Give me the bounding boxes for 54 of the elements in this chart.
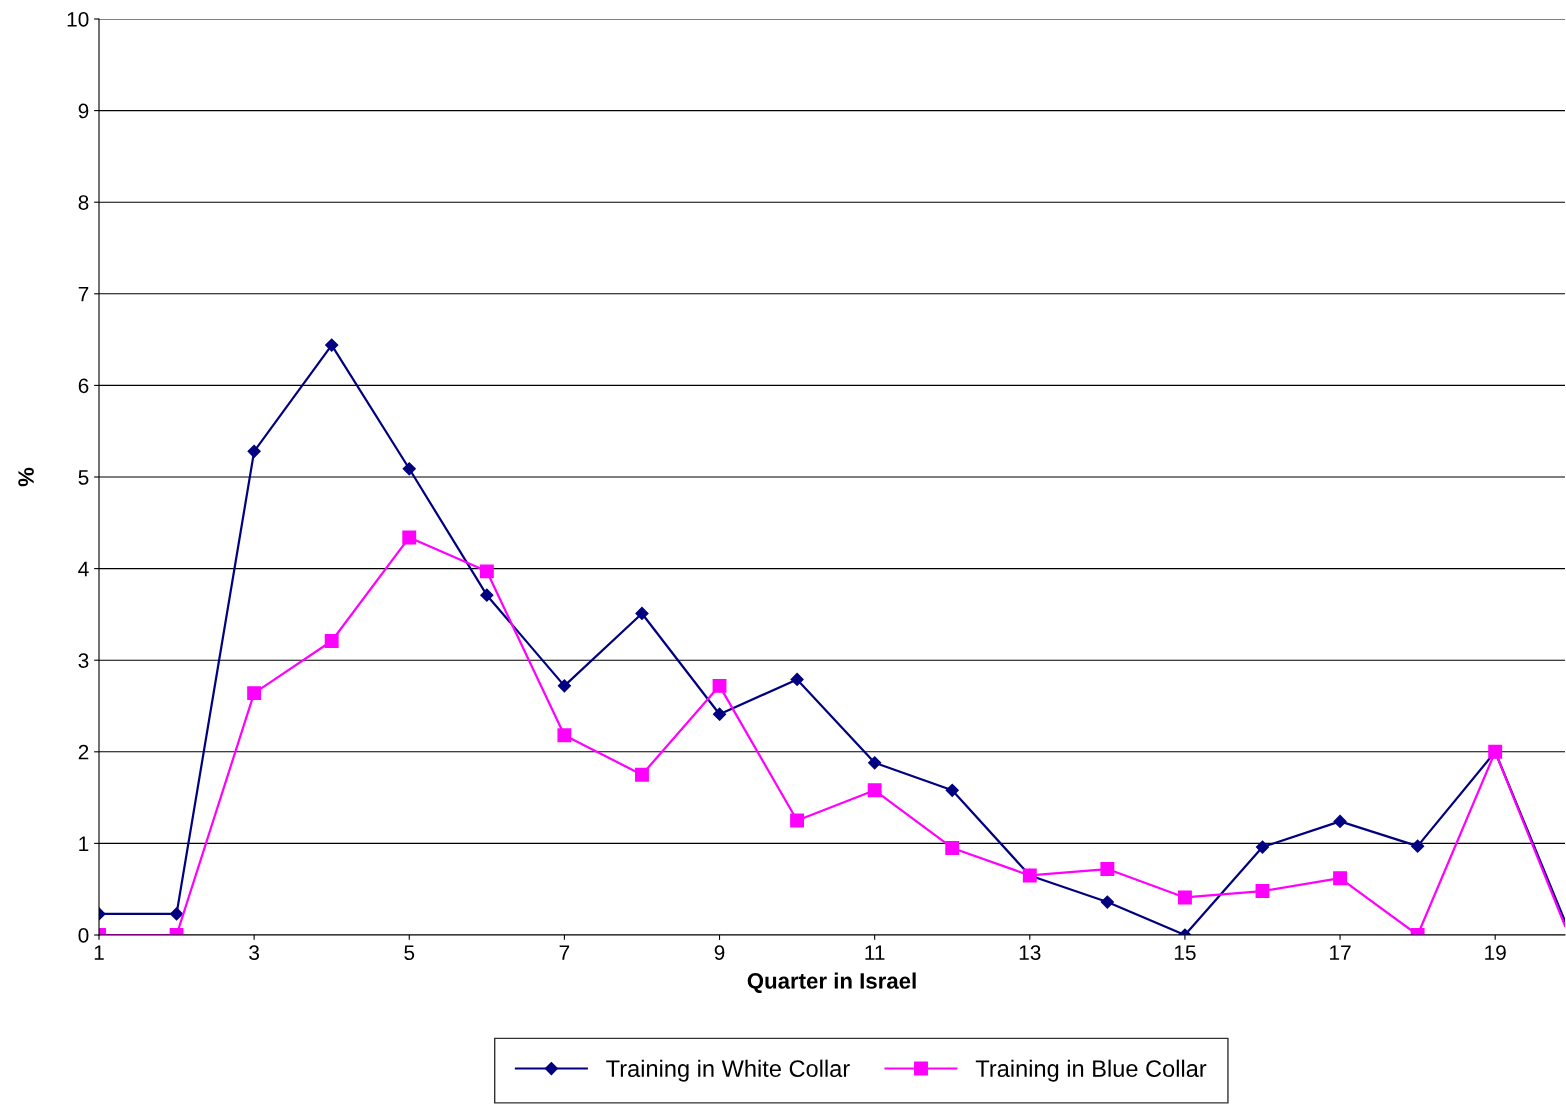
x-tick-label: 11 xyxy=(865,945,885,960)
point xyxy=(1255,884,1270,898)
point xyxy=(635,606,649,621)
point xyxy=(169,907,184,921)
point xyxy=(790,672,804,687)
legend-label: Training in White Collar xyxy=(606,1059,850,1082)
y-tick-label: 0 xyxy=(78,928,89,943)
x-tick-label: 13 xyxy=(1019,945,1041,961)
point xyxy=(324,634,339,648)
y-tick-label: 7 xyxy=(78,287,89,302)
x-tick-label: 17 xyxy=(1330,945,1351,960)
point xyxy=(402,462,416,476)
point xyxy=(945,783,959,797)
x-axis-title: Quarter in Israel xyxy=(747,972,916,993)
point xyxy=(479,564,494,579)
x-tick-label: 15 xyxy=(1174,945,1196,961)
point xyxy=(1100,862,1115,876)
y-tick-label: 8 xyxy=(78,195,89,210)
point xyxy=(1255,840,1270,854)
point xyxy=(1333,814,1347,829)
y-tick-label: 6 xyxy=(78,378,89,394)
x-tick-label: 19 xyxy=(1485,945,1506,961)
point xyxy=(247,686,262,701)
point xyxy=(712,678,727,693)
x-tick-label: 7 xyxy=(559,945,570,960)
point xyxy=(480,588,494,602)
point xyxy=(868,756,882,770)
y-tick-label: 2 xyxy=(78,744,89,760)
y-tick-label: 10 xyxy=(67,12,89,27)
y-tick-label: 4 xyxy=(78,561,89,577)
y-tick-label: 1 xyxy=(79,836,89,851)
x-tick-label: 5 xyxy=(404,945,415,961)
point xyxy=(712,707,727,721)
y-tick-label: 3 xyxy=(78,653,89,668)
y-axis-title: % xyxy=(18,467,34,487)
legend-label: Training in Blue Collar xyxy=(975,1059,1207,1082)
point xyxy=(1411,839,1425,853)
point xyxy=(945,841,960,855)
y-tick-label: 9 xyxy=(78,103,89,119)
x-tick-label: 1 xyxy=(94,945,104,960)
y-tick-label: 5 xyxy=(78,470,89,485)
point xyxy=(867,783,882,798)
point xyxy=(635,767,649,782)
point xyxy=(1333,871,1348,886)
x-tick-label: 3 xyxy=(249,945,260,961)
point xyxy=(557,728,572,743)
point xyxy=(790,813,805,828)
point xyxy=(1100,895,1114,909)
point xyxy=(402,530,417,545)
point xyxy=(557,679,571,693)
point xyxy=(1177,890,1192,905)
point xyxy=(325,338,339,352)
x-tick-label: 9 xyxy=(714,945,725,961)
point xyxy=(247,444,261,458)
